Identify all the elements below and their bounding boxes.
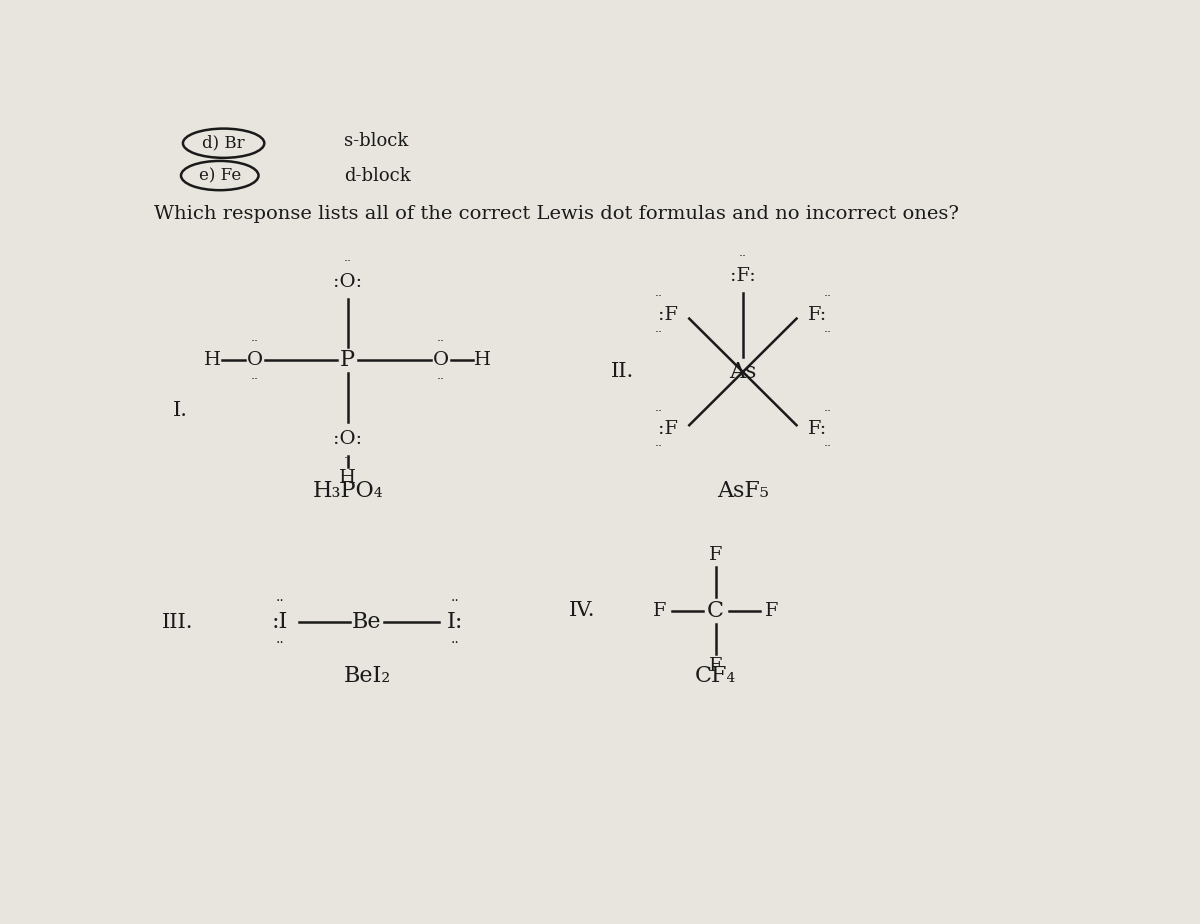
Text: F:: F:	[808, 306, 827, 323]
Text: As: As	[730, 361, 756, 383]
Text: ··: ··	[343, 453, 352, 466]
Text: :I: :I	[271, 611, 288, 633]
Text: ··: ··	[823, 405, 832, 418]
Text: ··: ··	[437, 373, 445, 386]
Text: I:: I:	[446, 611, 463, 633]
Text: III.: III.	[162, 613, 193, 632]
Text: H₃PO₄: H₃PO₄	[312, 480, 383, 503]
Text: Which response lists all of the correct Lewis dot formulas and no incorrect ones: Which response lists all of the correct …	[154, 205, 959, 223]
Text: ··: ··	[343, 255, 352, 268]
Text: ··: ··	[823, 326, 832, 339]
Text: F:: F:	[808, 420, 827, 438]
Text: ··: ··	[739, 249, 746, 263]
Text: ··: ··	[251, 373, 259, 386]
Text: IV.: IV.	[569, 602, 595, 620]
Text: :O:: :O:	[334, 273, 362, 291]
Text: F: F	[653, 602, 667, 620]
Text: F: F	[709, 657, 722, 675]
Text: H: H	[474, 351, 491, 370]
Text: P: P	[340, 349, 355, 371]
Text: ··: ··	[450, 594, 458, 608]
Text: C: C	[707, 600, 725, 622]
Text: ··: ··	[654, 326, 662, 339]
Text: F: F	[709, 546, 722, 565]
Text: AsF₅: AsF₅	[718, 480, 769, 503]
Text: e) Fe: e) Fe	[199, 167, 241, 184]
Text: O: O	[246, 351, 263, 370]
Text: H: H	[204, 351, 221, 370]
Text: ··: ··	[823, 441, 832, 454]
Text: :F: :F	[659, 420, 678, 438]
Text: ··: ··	[251, 334, 259, 347]
Text: BeI₂: BeI₂	[343, 665, 390, 687]
Text: :F:: :F:	[730, 267, 756, 285]
Text: ··: ··	[275, 636, 283, 650]
Text: H: H	[340, 469, 356, 487]
Text: s-block: s-block	[343, 132, 408, 150]
Text: :F: :F	[659, 306, 678, 323]
Text: II.: II.	[611, 362, 635, 382]
Text: :O:: :O:	[334, 430, 362, 448]
Text: ··: ··	[275, 594, 283, 608]
Text: Be: Be	[353, 611, 382, 633]
Text: d) Br: d) Br	[203, 135, 245, 152]
Text: I.: I.	[173, 401, 188, 419]
Text: ··: ··	[437, 334, 445, 347]
Text: d-block: d-block	[343, 166, 410, 185]
Text: ··: ··	[654, 290, 662, 303]
Text: ··: ··	[654, 441, 662, 454]
Text: ··: ··	[450, 636, 458, 650]
Text: ··: ··	[823, 290, 832, 303]
Text: O: O	[432, 351, 449, 370]
Text: F: F	[764, 602, 779, 620]
Text: ··: ··	[654, 405, 662, 418]
Text: CF₄: CF₄	[695, 665, 737, 687]
